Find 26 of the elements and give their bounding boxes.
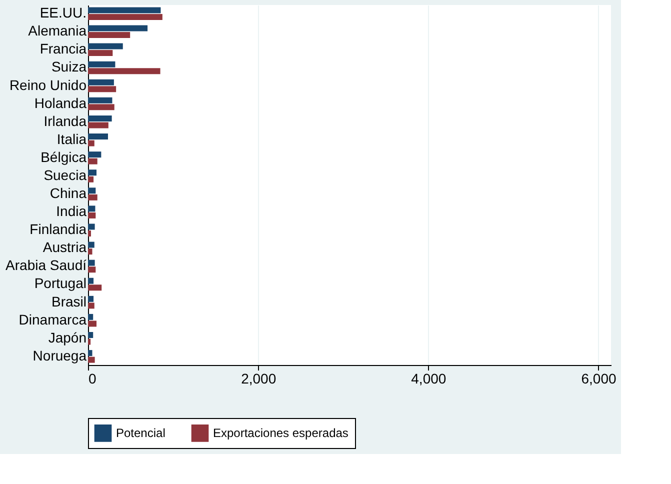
y-tick-label: Finlandia (30, 221, 87, 238)
y-tick-label: EE.UU. (40, 4, 86, 21)
y-tick-label: Austria (42, 239, 87, 256)
y-tick-label: Irlanda (44, 112, 87, 129)
y-tick-label: Italia (56, 130, 87, 147)
x-tick-label: 2,000 (241, 370, 276, 386)
y-tick-label: Holanda (34, 94, 87, 111)
legend-label: Exportaciones esperadas (213, 426, 348, 440)
y-tick-label: China (50, 185, 87, 202)
y-tick-label: India (56, 203, 87, 220)
x-tick-label: 6,000 (581, 370, 616, 386)
y-tick-label: Arabia Saudí (6, 257, 87, 274)
y-tick-label: Portugal (34, 275, 86, 292)
y-tick-label: Bélgica (40, 148, 87, 165)
y-tick-label: Japón (48, 329, 86, 346)
y-tick-label: Alemania (28, 22, 87, 39)
x-tick-label: 4,000 (411, 370, 446, 386)
y-tick-label: Brasil (51, 293, 86, 310)
x-tick-label: 0 (88, 370, 96, 386)
legend-label: Potencial (116, 426, 166, 440)
y-tick-label: Noruega (32, 347, 87, 364)
y-tick-label: Reino Unido (9, 76, 87, 93)
y-tick-label: Suiza (51, 58, 87, 75)
y-tick-label: Dinamarca (18, 311, 87, 328)
y-tick-label: Suecia (44, 166, 87, 183)
y-tick-label: Francia (40, 40, 87, 57)
